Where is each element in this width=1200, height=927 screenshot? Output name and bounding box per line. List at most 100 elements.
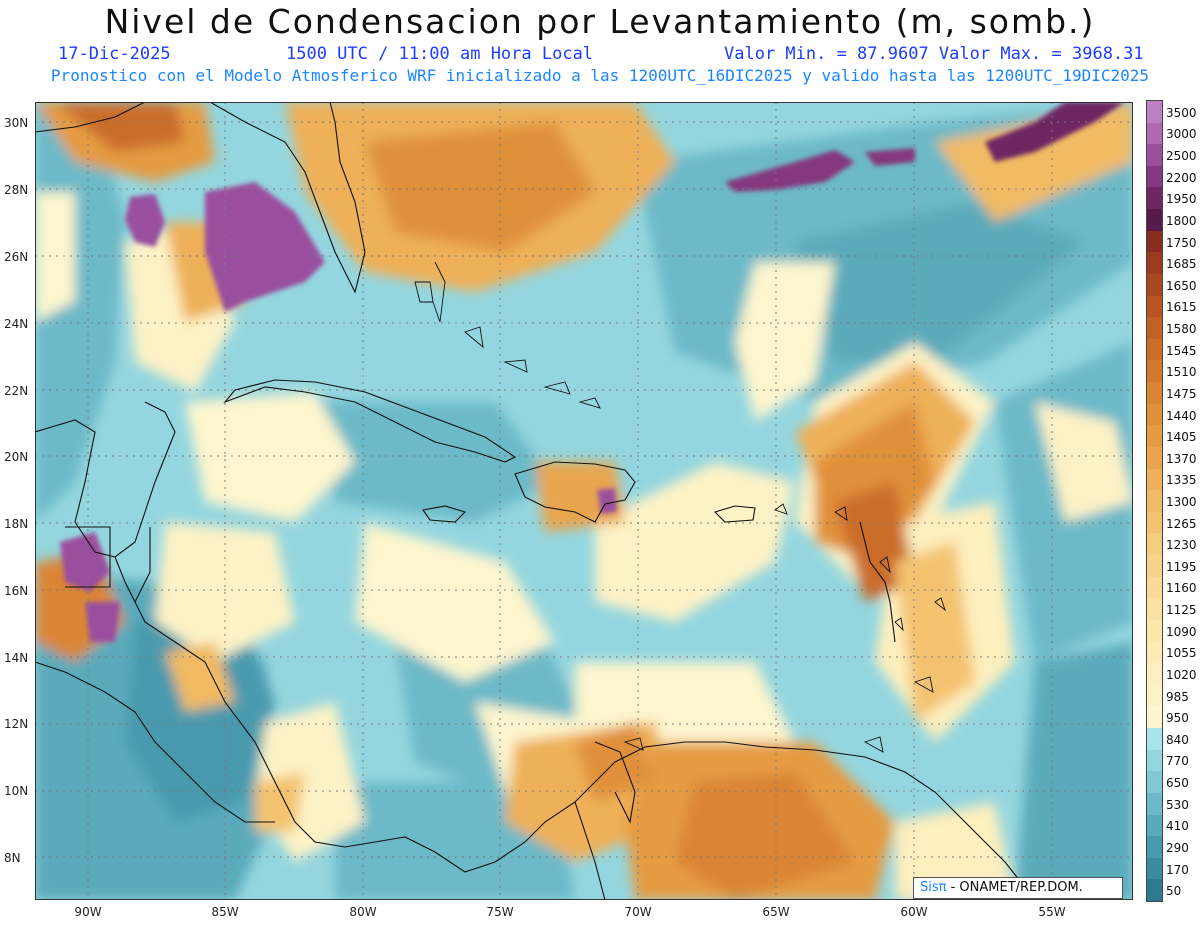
lat-label: 28N	[4, 183, 29, 197]
legend-swatch	[1147, 425, 1162, 448]
legend-label: 3500	[1166, 105, 1197, 120]
high-lcl-regions	[60, 102, 1125, 642]
legend-label: 1950	[1166, 192, 1197, 207]
legend-label: 2500	[1166, 149, 1197, 164]
legend-swatch	[1147, 879, 1162, 902]
lat-label: 8N	[4, 851, 21, 865]
legend-swatch	[1147, 165, 1162, 188]
legend-label: 170	[1166, 862, 1189, 877]
lat-label: 26N	[4, 250, 29, 264]
legend-label: 1370	[1166, 451, 1197, 466]
legend-label: 1615	[1166, 300, 1197, 315]
legend-label: 2200	[1166, 170, 1197, 185]
credit-box: Sisπ - ONAMET/REP.DOM.	[913, 877, 1123, 899]
lon-label: 90W	[74, 905, 102, 919]
legend-label: 1545	[1166, 343, 1197, 358]
legend-label: 1230	[1166, 538, 1197, 553]
legend-label: 1160	[1166, 581, 1197, 596]
legend-label: 1475	[1166, 386, 1197, 401]
lat-label: 12N	[4, 717, 29, 731]
legend-swatch	[1147, 749, 1162, 772]
model-info: Pronostico con el Modelo Atmosferico WRF…	[50, 66, 1150, 85]
legend-swatch	[1147, 230, 1162, 253]
legend-label: 1440	[1166, 408, 1197, 423]
legend-swatch	[1147, 619, 1162, 643]
sispi-logo: Sisπ	[920, 880, 947, 895]
legend-label: 1300	[1166, 495, 1197, 509]
legend-label: 1800	[1166, 213, 1197, 228]
legend-swatch	[1147, 641, 1162, 664]
legend-label: 410	[1166, 819, 1189, 834]
legend-swatch	[1147, 317, 1162, 340]
legend-label: 3000	[1166, 127, 1197, 142]
legend-swatch	[1147, 598, 1162, 621]
credit-org: - ONAMET/REP.DOM.	[946, 880, 1083, 895]
legend-swatch	[1147, 273, 1162, 297]
legend-swatch	[1147, 144, 1162, 167]
lon-label: 85W	[211, 905, 239, 919]
legend-label: 1750	[1166, 235, 1197, 250]
graticule	[35, 102, 1133, 900]
legend-swatch	[1147, 490, 1162, 513]
min-max-values: Valor Min. = 87.9607 Valor Max. = 3968.3…	[724, 44, 1144, 64]
legend-label: 530	[1166, 797, 1189, 812]
islands	[414, 261, 946, 753]
map-plot-area	[35, 102, 1133, 900]
lat-label: 20N	[4, 450, 29, 464]
legend-label: 50	[1166, 884, 1182, 899]
legend-label: 1510	[1166, 365, 1197, 380]
legend-label: 1265	[1166, 516, 1197, 531]
coastlines	[35, 102, 1036, 900]
legend-swatch	[1147, 555, 1162, 578]
lat-label: 30N	[4, 116, 29, 130]
legend-swatch	[1147, 252, 1162, 275]
legend-swatch	[1147, 814, 1162, 837]
legend-label: 1650	[1166, 278, 1197, 293]
lat-label: 14N	[4, 651, 29, 665]
legend-swatch	[1147, 403, 1162, 426]
legend-swatch	[1147, 122, 1162, 145]
legend-swatch	[1147, 338, 1162, 361]
lon-label: 65W	[762, 905, 790, 919]
forecast-date: 17-Dic-2025	[58, 44, 171, 64]
legend-swatch	[1147, 684, 1162, 707]
legend-label: 1685	[1166, 257, 1197, 272]
legend-label: 1020	[1166, 667, 1197, 682]
legend-label: 290	[1166, 840, 1189, 855]
legend-swatch	[1147, 728, 1162, 751]
lat-label: 24N	[4, 317, 29, 331]
legend-swatch	[1147, 446, 1162, 470]
legend-swatch	[1147, 792, 1162, 815]
legend-label: 985	[1166, 689, 1189, 704]
legend-label: 1195	[1166, 559, 1197, 574]
legend-swatch	[1147, 360, 1162, 383]
legend-swatch	[1147, 576, 1162, 599]
lon-label: 60W	[900, 905, 928, 919]
legend-label: 1335	[1166, 473, 1197, 488]
legend-swatch	[1147, 187, 1162, 210]
legend-swatch	[1147, 533, 1162, 556]
lat-label: 10N	[4, 784, 29, 798]
legend-label: 1125	[1166, 603, 1197, 618]
field-shading	[35, 102, 1133, 900]
legend-label: 650	[1166, 776, 1189, 791]
legend-swatch	[1147, 511, 1162, 534]
legend-label: 1055	[1166, 646, 1197, 661]
legend-label: 950	[1166, 711, 1189, 726]
legend-label: 1405	[1166, 430, 1197, 445]
legend-swatch	[1147, 857, 1162, 880]
lon-label: 80W	[349, 905, 377, 919]
color-legend	[1146, 100, 1163, 902]
legend-swatch	[1147, 101, 1162, 124]
forecast-time: 1500 UTC / 11:00 am Hora Local	[286, 44, 594, 64]
lon-label: 75W	[486, 905, 514, 919]
legend-swatch	[1147, 382, 1162, 405]
lon-label: 55W	[1038, 905, 1066, 919]
legend-label: 770	[1166, 754, 1189, 769]
lon-label: 70W	[624, 905, 652, 919]
legend-label: 1580	[1166, 322, 1197, 337]
lcl-field-map	[35, 102, 1133, 900]
legend-swatch	[1147, 771, 1162, 794]
legend-label: 1090	[1166, 624, 1197, 639]
legend-swatch	[1147, 706, 1162, 729]
